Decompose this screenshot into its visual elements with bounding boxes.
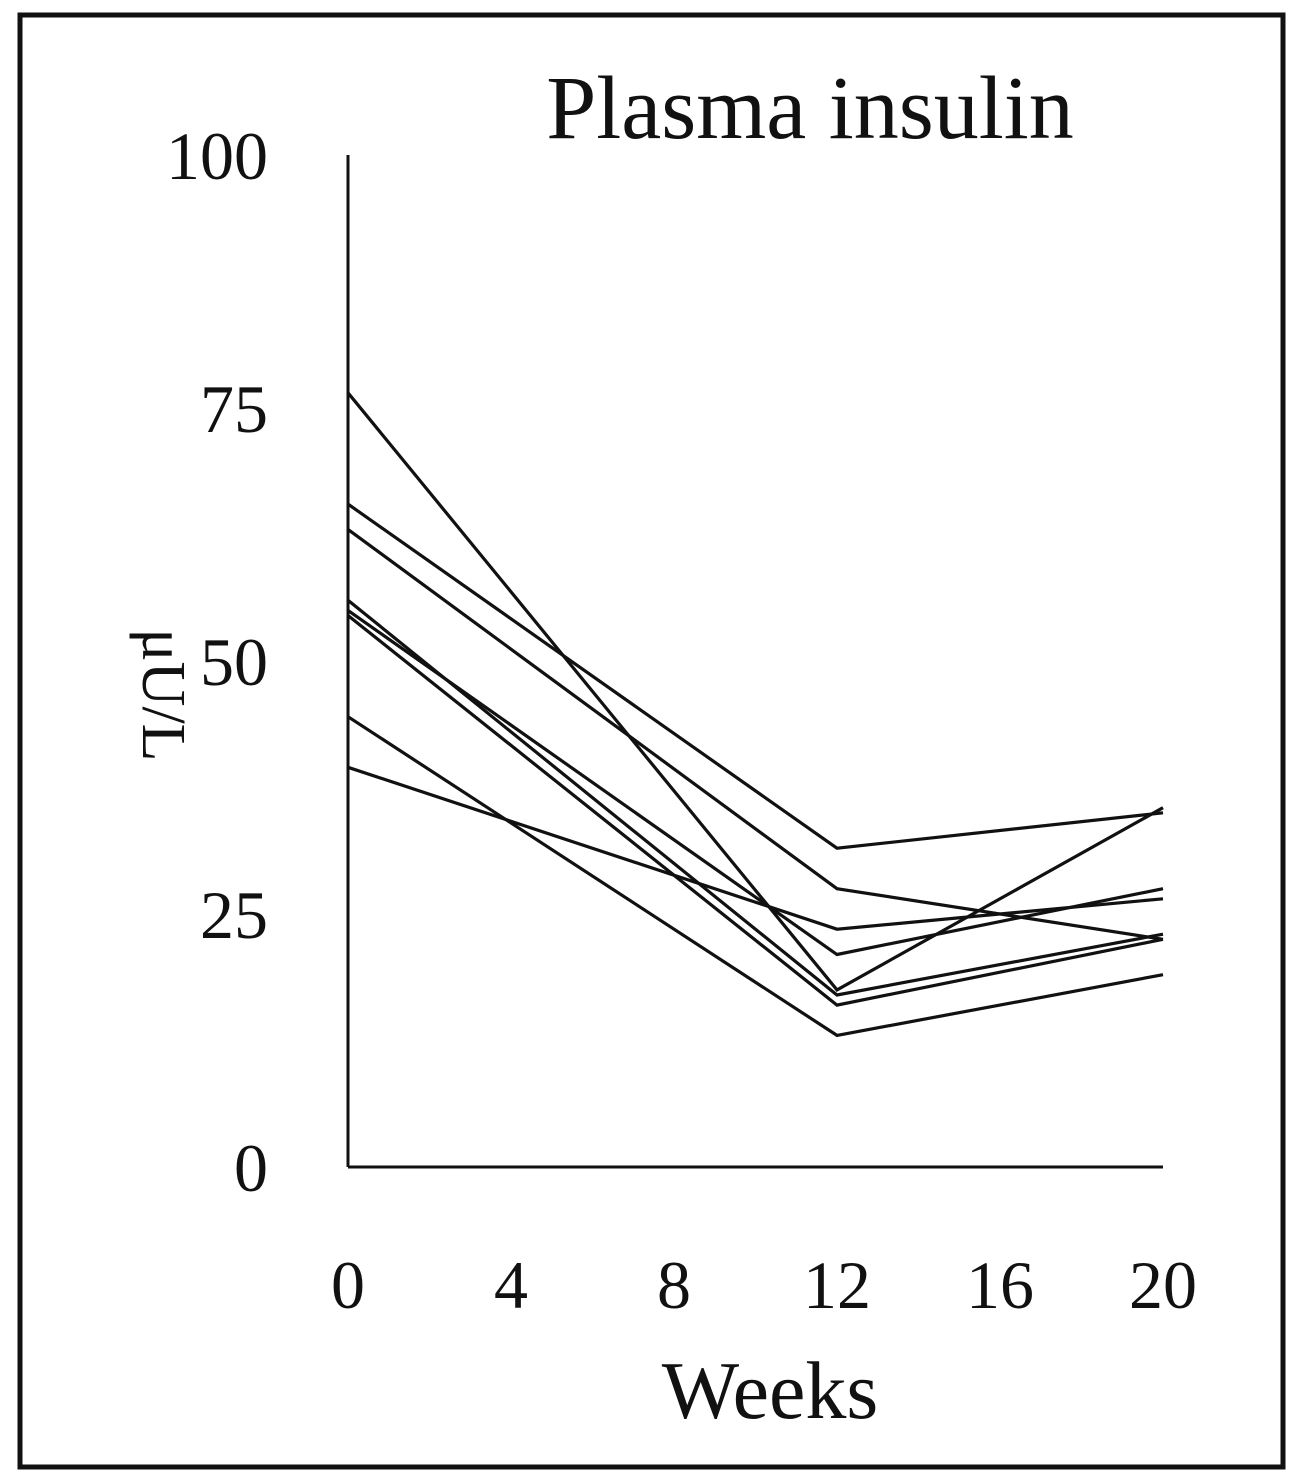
series-line-6 bbox=[347, 614, 1164, 1007]
y-tick-label: 25 bbox=[200, 877, 268, 953]
series-line-8 bbox=[347, 765, 1164, 931]
x-tick-label: 4 bbox=[494, 1247, 528, 1323]
y-tick-label: 75 bbox=[200, 371, 268, 447]
series-line-5 bbox=[347, 609, 1164, 957]
y-tick-label: 0 bbox=[234, 1130, 268, 1206]
y-tick-label: 100 bbox=[166, 118, 268, 194]
x-tick-label: 12 bbox=[803, 1247, 871, 1323]
x-tick-label: 20 bbox=[1129, 1247, 1197, 1323]
y-axis-ticks: 0 25 50 75 100 bbox=[166, 118, 268, 1206]
chart-title: Plasma insulin bbox=[546, 59, 1074, 158]
x-tick-label: 16 bbox=[966, 1247, 1034, 1323]
series-group bbox=[346, 391, 1164, 1038]
x-axis-ticks: 0 4 8 12 16 20 bbox=[331, 1247, 1197, 1323]
series-line-4 bbox=[346, 599, 1164, 997]
series-line-2 bbox=[347, 502, 1164, 850]
series-line-1 bbox=[346, 391, 1164, 992]
y-tick-label: 50 bbox=[200, 624, 268, 700]
series-line-3 bbox=[347, 528, 1164, 941]
x-tick-label: 0 bbox=[331, 1247, 365, 1323]
x-axis-label: Weeks bbox=[662, 1345, 879, 1436]
chart-frame bbox=[17, 12, 1286, 1470]
y-axis-label: μU/L bbox=[129, 628, 197, 761]
x-tick-label: 8 bbox=[657, 1247, 691, 1323]
